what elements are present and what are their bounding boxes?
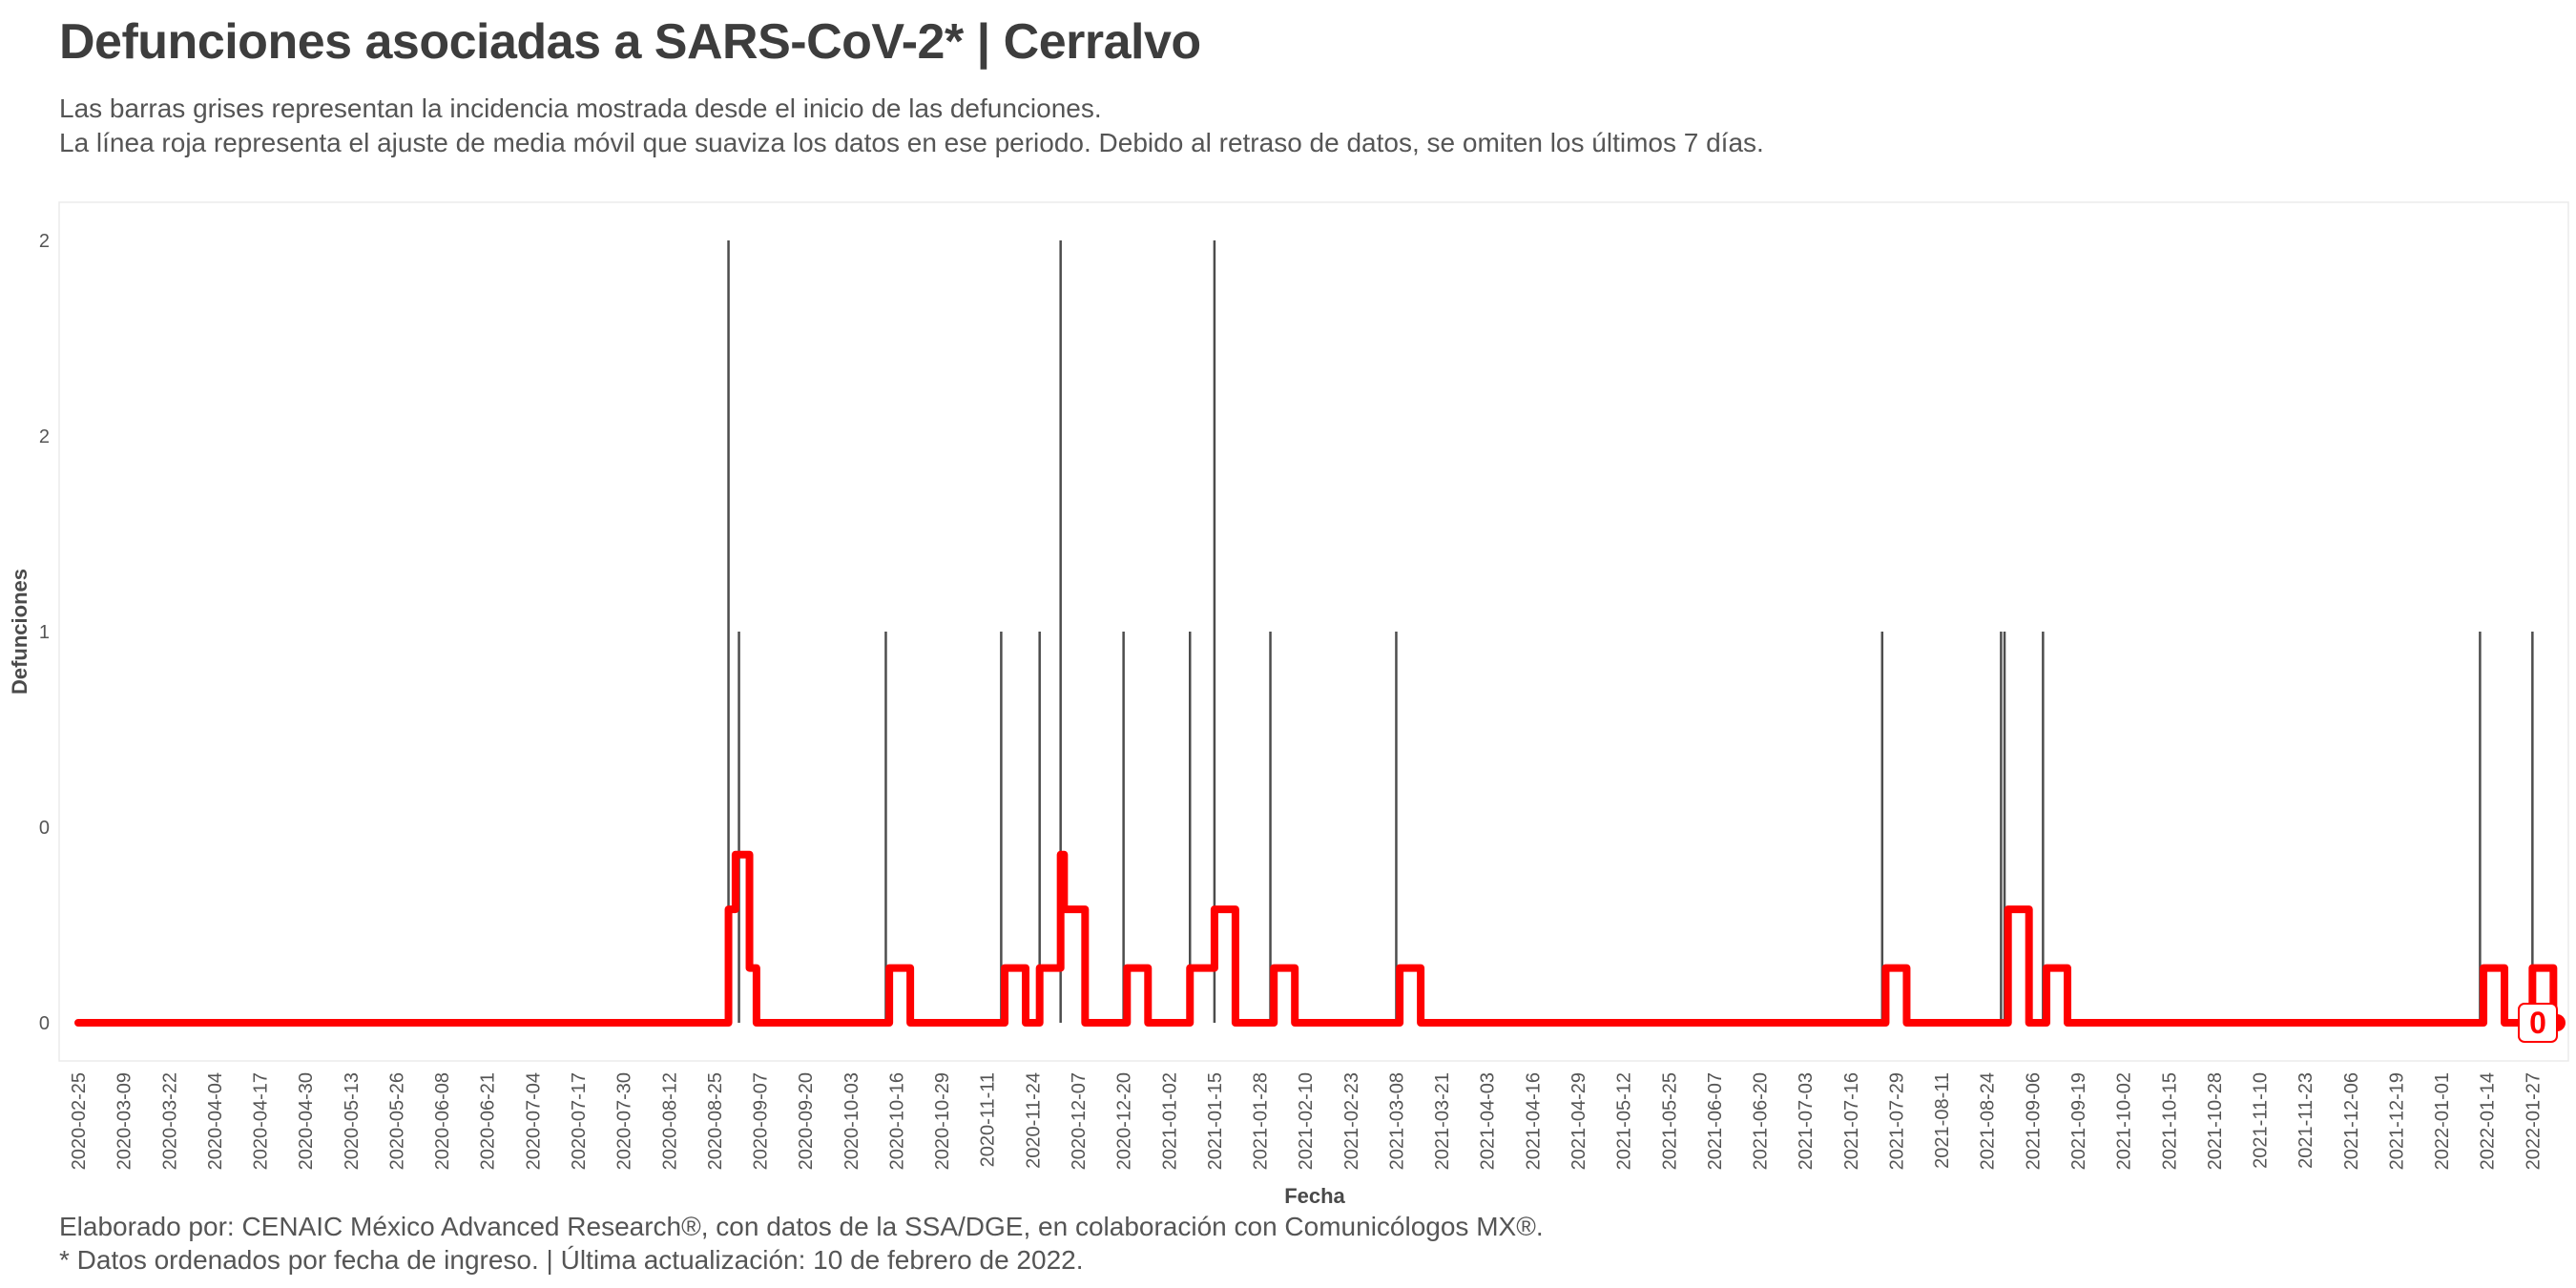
x-tick-label: 2021-09-06 bbox=[2023, 1072, 2044, 1170]
x-tick-label: 2021-05-25 bbox=[1659, 1072, 1680, 1170]
y-axis: 0 0 1 2 2 bbox=[39, 231, 50, 1034]
x-tick-label: 2020-06-08 bbox=[432, 1072, 453, 1170]
x-tick-label: 2021-06-20 bbox=[1751, 1072, 1772, 1170]
x-tick-label: 2020-04-04 bbox=[205, 1072, 226, 1170]
x-tick-label: 2021-12-06 bbox=[2341, 1072, 2362, 1170]
x-tick-label: 2022-01-27 bbox=[2523, 1072, 2544, 1170]
x-tick-label: 2020-10-29 bbox=[932, 1072, 953, 1170]
footer-caption: Elaborado por: CENAIC México Advanced Re… bbox=[59, 1210, 1544, 1277]
y-axis-title: Defunciones bbox=[8, 569, 31, 695]
x-tick-label: 2021-11-10 bbox=[2251, 1072, 2272, 1169]
x-tick-label: 2020-05-13 bbox=[342, 1072, 363, 1170]
x-tick-label: 2021-10-28 bbox=[2205, 1072, 2226, 1170]
end-label-text: 0 bbox=[2529, 1006, 2546, 1040]
caption-line-1: Elaborado por: CENAIC México Advanced Re… bbox=[59, 1212, 1544, 1241]
x-tick-label: 2020-12-07 bbox=[1069, 1072, 1090, 1170]
x-tick-label: 2021-02-23 bbox=[1341, 1072, 1362, 1170]
x-tick-label: 2020-11-11 bbox=[978, 1072, 999, 1167]
x-tick-label: 2020-10-16 bbox=[886, 1072, 907, 1170]
x-tick-label: 2020-08-25 bbox=[705, 1072, 726, 1170]
y-tick-label: 0 bbox=[39, 818, 50, 839]
x-tick-label: 2021-07-03 bbox=[1796, 1072, 1817, 1170]
caption-line-2: * Datos ordenados por fecha de ingreso. … bbox=[59, 1245, 1084, 1275]
x-tick-label: 2021-03-08 bbox=[1386, 1072, 1407, 1170]
y-tick-label: 1 bbox=[39, 622, 50, 643]
x-tick-label: 2020-04-17 bbox=[251, 1072, 272, 1170]
plot-panel bbox=[58, 201, 2569, 1062]
x-tick-label: 2021-04-29 bbox=[1568, 1072, 1589, 1170]
x-tick-label: 2021-07-29 bbox=[1886, 1072, 1907, 1170]
chart-subtitle: Las barras grises representan la inciden… bbox=[59, 92, 1764, 160]
x-tick-label: 2021-09-19 bbox=[2068, 1072, 2089, 1170]
x-tick-label: 2020-12-20 bbox=[1114, 1072, 1135, 1170]
subtitle-line-1: Las barras grises representan la inciden… bbox=[59, 93, 1102, 123]
x-axis-title: Fecha bbox=[1284, 1184, 1345, 1208]
end-label-box bbox=[2518, 1003, 2558, 1043]
x-tick-label: 2020-06-21 bbox=[478, 1072, 499, 1170]
x-tick-label: 2020-07-17 bbox=[569, 1072, 590, 1170]
x-tick-label: 2021-10-15 bbox=[2159, 1072, 2180, 1170]
x-tick-label: 2021-01-02 bbox=[1159, 1072, 1180, 1170]
end-value-label: 0 bbox=[2518, 1003, 2558, 1043]
x-tick-label: 2021-03-21 bbox=[1432, 1072, 1453, 1170]
x-tick-label: 2021-12-19 bbox=[2386, 1072, 2407, 1170]
x-tick-label: 2021-01-15 bbox=[1205, 1072, 1226, 1170]
x-tick-label: 2021-02-10 bbox=[1296, 1072, 1317, 1170]
x-tick-label: 2021-01-28 bbox=[1251, 1072, 1272, 1170]
x-tick-label: 2021-06-07 bbox=[1705, 1072, 1726, 1170]
x-axis: 2020-02-25 2020-03-09 2020-03-22 2020-04-04… bbox=[69, 1072, 2544, 1170]
x-tick-label: 2020-03-22 bbox=[159, 1072, 180, 1170]
x-tick-label: 2020-07-30 bbox=[614, 1072, 635, 1170]
x-tick-label: 2021-07-16 bbox=[1841, 1072, 1862, 1170]
x-tick-label: 2021-11-23 bbox=[2296, 1072, 2316, 1169]
x-tick-label: 2020-07-04 bbox=[523, 1072, 544, 1170]
x-tick-label: 2020-05-26 bbox=[386, 1072, 407, 1170]
x-tick-label: 2020-04-30 bbox=[296, 1072, 317, 1170]
x-tick-label: 2020-09-20 bbox=[796, 1072, 817, 1170]
x-tick-label: 2020-11-24 bbox=[1023, 1072, 1044, 1169]
x-tick-label: 2021-08-24 bbox=[1978, 1072, 1999, 1170]
x-tick-label: 2020-02-25 bbox=[69, 1072, 90, 1170]
y-tick-label: 2 bbox=[39, 231, 50, 252]
x-tick-label: 2020-03-09 bbox=[114, 1072, 135, 1170]
x-tick-label: 2021-10-02 bbox=[2114, 1072, 2135, 1170]
x-tick-label: 2022-01-14 bbox=[2478, 1072, 2499, 1170]
bars-layer bbox=[727, 240, 2534, 1023]
x-tick-label: 2021-04-16 bbox=[1523, 1072, 1544, 1170]
y-tick-label: 2 bbox=[39, 426, 50, 447]
smooth-line bbox=[74, 850, 2561, 1027]
chart-title: Defunciones asociadas a SARS-CoV-2* | Ce… bbox=[59, 14, 1201, 70]
x-tick-label: 2021-05-12 bbox=[1614, 1072, 1635, 1170]
x-tick-label: 2021-08-11 bbox=[1932, 1072, 1953, 1169]
y-tick-label: 0 bbox=[39, 1013, 50, 1034]
x-tick-label: 2020-08-12 bbox=[659, 1072, 680, 1170]
x-tick-label: 2022-01-01 bbox=[2432, 1072, 2453, 1170]
x-tick-label: 2020-09-07 bbox=[751, 1072, 772, 1170]
x-tick-label: 2021-04-03 bbox=[1478, 1072, 1499, 1170]
subtitle-line-2: La línea roja representa el ajuste de me… bbox=[59, 128, 1764, 157]
x-tick-label: 2020-10-03 bbox=[841, 1072, 862, 1170]
